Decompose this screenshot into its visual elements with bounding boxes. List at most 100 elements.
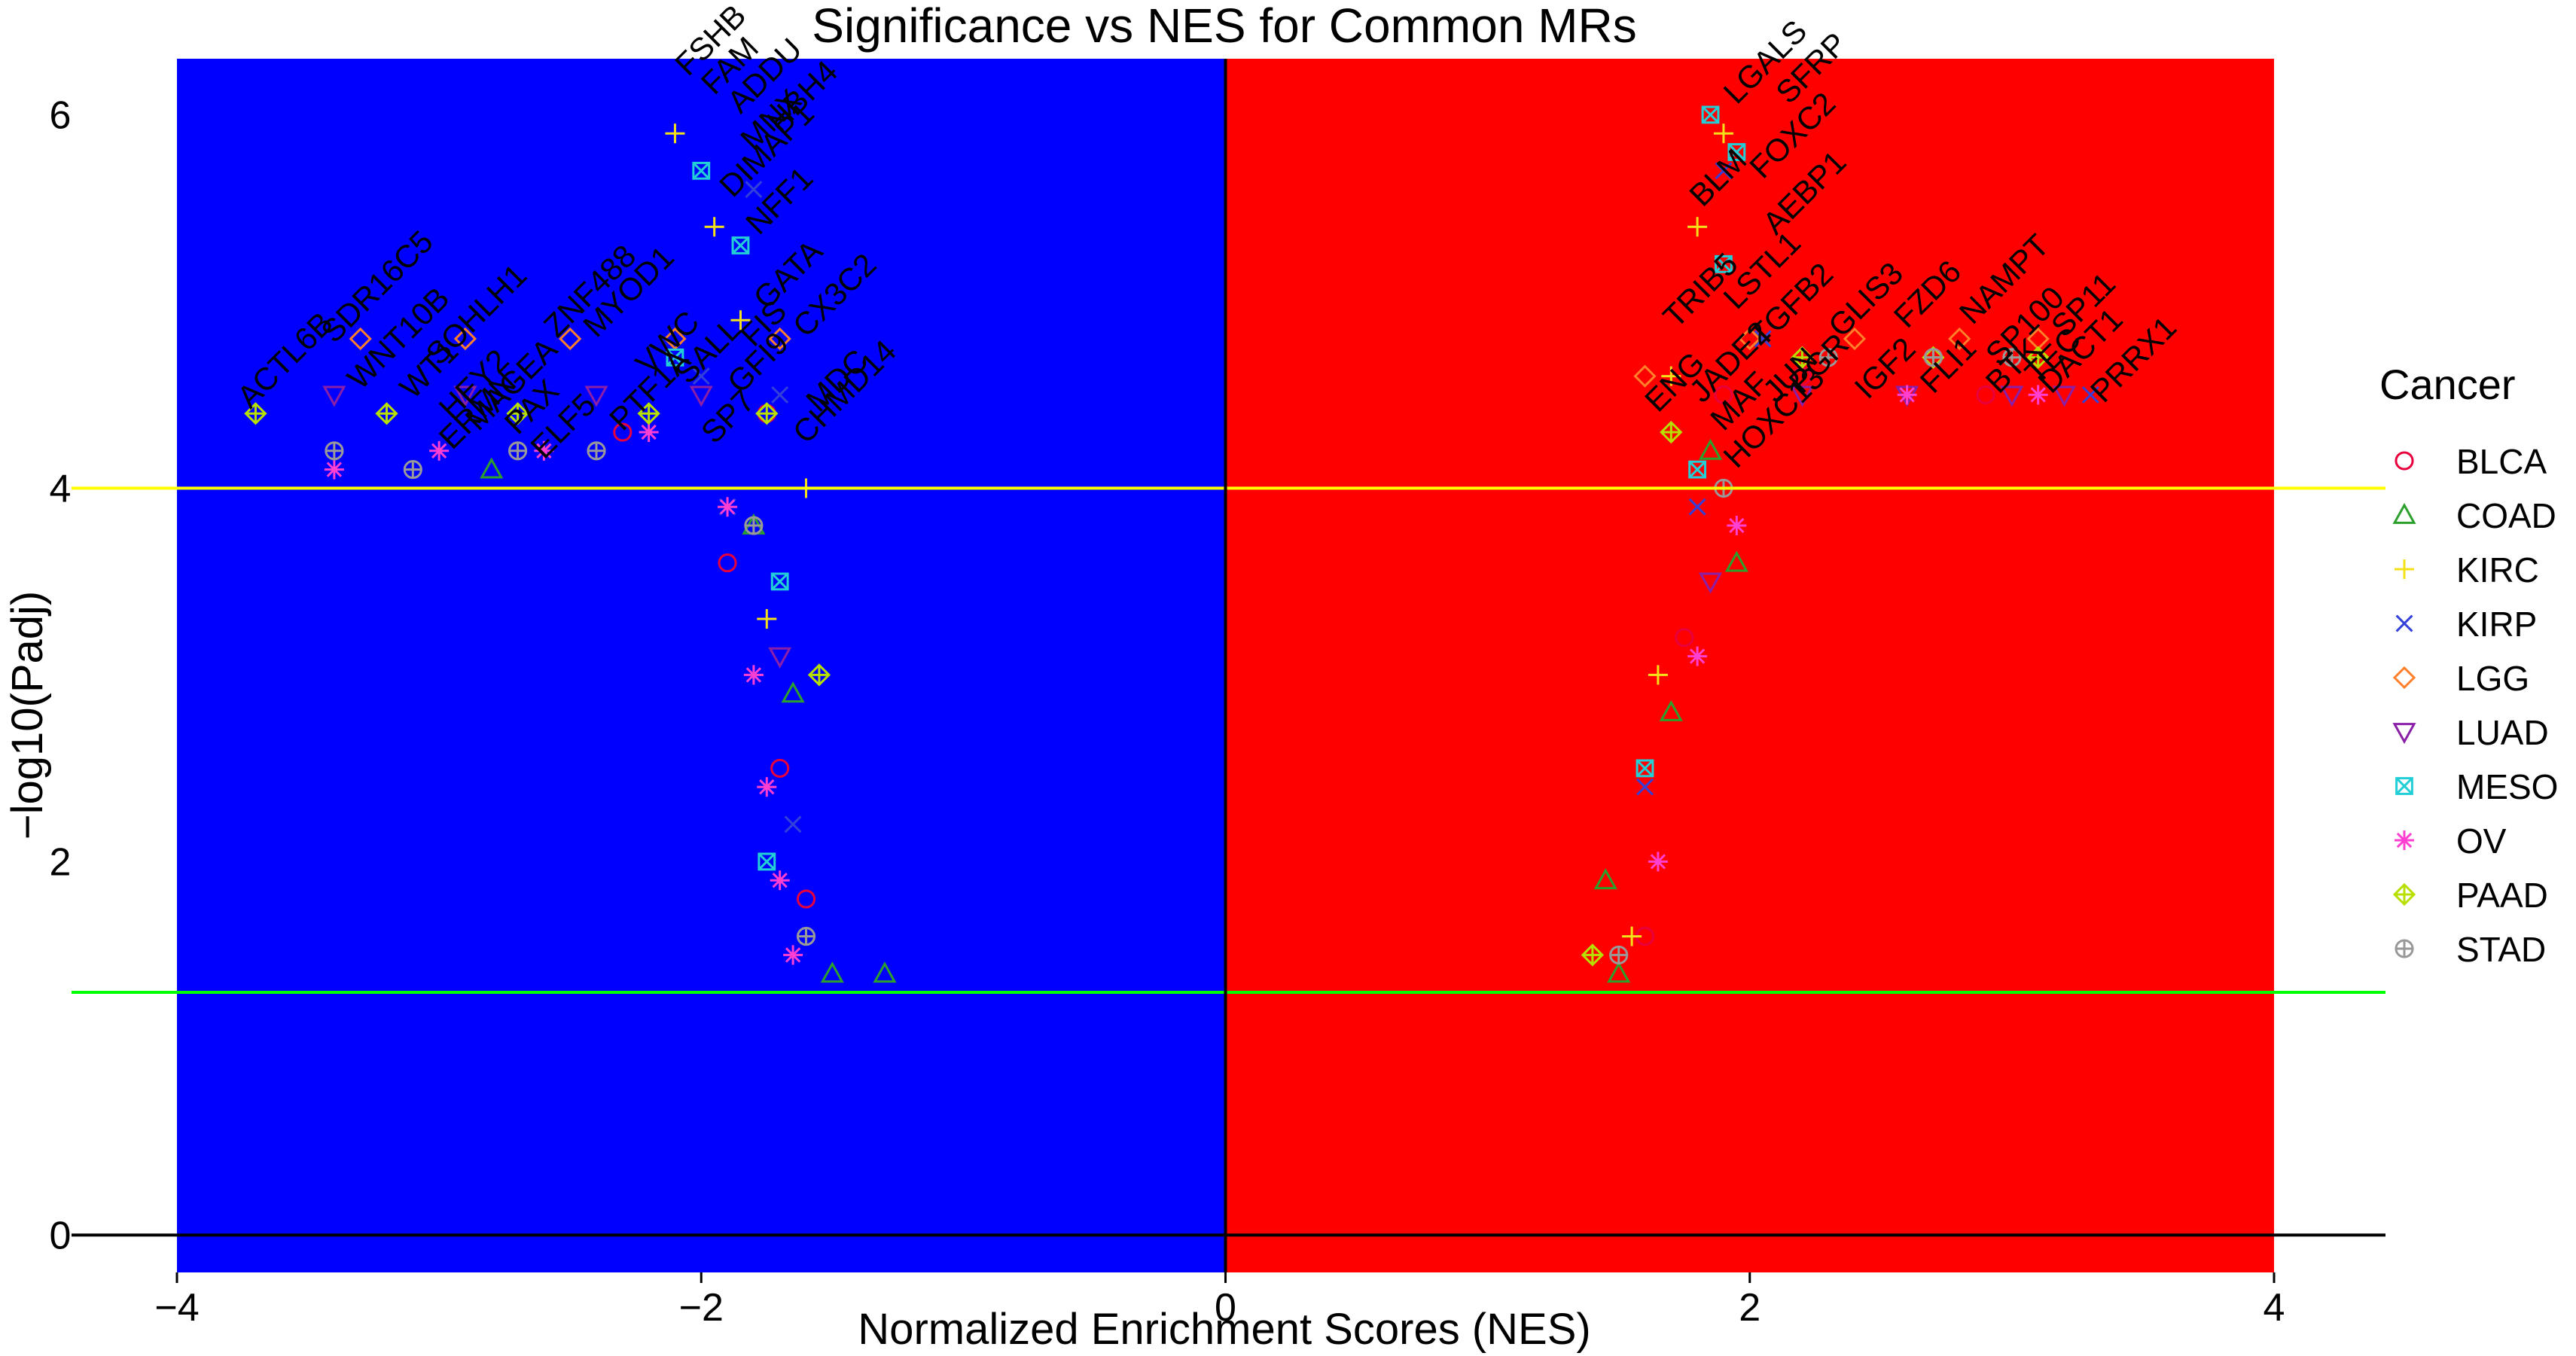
point-lgg-0 bbox=[349, 327, 372, 351]
legend-label-luad: LUAD bbox=[2456, 713, 2549, 752]
legend-label-ov: OV bbox=[2456, 821, 2507, 861]
point-ov-10 bbox=[1687, 646, 1708, 666]
point-paad-4 bbox=[755, 402, 779, 425]
point-meso-9 bbox=[1636, 759, 1654, 778]
point-kirc-5 bbox=[1713, 123, 1733, 144]
point-luad-8 bbox=[2000, 385, 2024, 407]
data-points bbox=[244, 105, 2099, 983]
point-meso-7 bbox=[1715, 254, 1733, 273]
point-stad-3 bbox=[587, 441, 606, 461]
point-kirp-1 bbox=[692, 367, 710, 385]
point-paad-3 bbox=[637, 402, 660, 425]
point-stad-2 bbox=[508, 441, 528, 461]
background-region-0 bbox=[177, 59, 1226, 1272]
point-paad-7 bbox=[1791, 346, 1814, 369]
point-ov-13 bbox=[2028, 385, 2048, 405]
point-stad-1 bbox=[403, 460, 422, 480]
x-tick-label-2: 0 bbox=[1215, 1286, 1236, 1330]
point-stad-5 bbox=[796, 927, 816, 946]
point-ov-9 bbox=[1727, 516, 1747, 535]
point-luad-1 bbox=[453, 385, 477, 407]
point-kirc-8 bbox=[1622, 926, 1642, 946]
point-blca-7 bbox=[1714, 385, 1733, 404]
y-tick-label-1: 2 bbox=[50, 840, 72, 884]
point-lgg-2 bbox=[559, 327, 582, 351]
legend-marker-ov bbox=[2395, 830, 2414, 850]
legend-marker-coad bbox=[2392, 502, 2416, 524]
point-coad-7 bbox=[1698, 438, 1723, 460]
point-luad-4 bbox=[768, 647, 792, 669]
point-blca-2 bbox=[718, 553, 737, 573]
point-kirc-7 bbox=[1661, 366, 1681, 386]
point-luad-9 bbox=[2052, 385, 2077, 407]
point-paad-2 bbox=[506, 402, 529, 425]
background-regions bbox=[177, 59, 2274, 1272]
point-kirp-9 bbox=[1636, 778, 1654, 796]
legend-marker-luad bbox=[2392, 723, 2416, 745]
point-lgg-6 bbox=[1738, 327, 1761, 351]
point-kirp-8 bbox=[2081, 385, 2099, 404]
point-blca-9 bbox=[1976, 385, 1995, 404]
point-ov-6 bbox=[757, 777, 777, 797]
legend-marker-kirc bbox=[2395, 559, 2414, 579]
point-coad-4 bbox=[873, 961, 897, 983]
point-lgg-8 bbox=[1948, 327, 1971, 351]
point-kirp-7 bbox=[1688, 498, 1706, 516]
point-coad-6 bbox=[1659, 699, 1683, 721]
x-tick-label-0: −4 bbox=[154, 1286, 199, 1330]
point-kirp-0 bbox=[745, 181, 763, 199]
point-ov-7 bbox=[770, 870, 790, 891]
point-stad-0 bbox=[325, 441, 344, 461]
legend-label-blca: BLCA bbox=[2456, 442, 2547, 481]
point-kirp-4 bbox=[784, 815, 802, 833]
point-coad-1 bbox=[820, 961, 844, 983]
point-paad-1 bbox=[375, 402, 398, 425]
point-luad-3 bbox=[689, 385, 713, 407]
point-kirc-0 bbox=[665, 123, 685, 144]
point-coad-2 bbox=[781, 681, 805, 703]
point-blca-3 bbox=[613, 422, 633, 442]
point-meso-8 bbox=[1688, 460, 1707, 479]
background-region-1 bbox=[1225, 59, 2274, 1272]
x-tick-label-1: −2 bbox=[679, 1286, 724, 1330]
point-luad-5 bbox=[1698, 572, 1723, 594]
x-axis-title: Normalized Enrichment Scores (NES) bbox=[858, 1305, 1590, 1354]
legend-marker-stad bbox=[2395, 939, 2414, 958]
point-meso-3 bbox=[770, 572, 789, 591]
legend-label-lgg: LGG bbox=[2456, 659, 2529, 698]
legend-marker-blca bbox=[2395, 451, 2414, 471]
point-luad-0 bbox=[322, 385, 346, 407]
point-ov-2 bbox=[534, 440, 554, 461]
point-kirc-6 bbox=[1687, 217, 1708, 237]
point-luad-2 bbox=[584, 385, 608, 407]
point-stad-9 bbox=[2002, 348, 2022, 367]
y-axis-title: −log10(Padj) bbox=[3, 591, 52, 840]
y-tick-label-0: 0 bbox=[50, 1214, 72, 1257]
point-kirc-4 bbox=[757, 609, 777, 629]
point-kirc-1 bbox=[704, 217, 724, 237]
chart-title: Significance vs NES for Common MRs bbox=[812, 0, 1636, 53]
point-luad-6 bbox=[1790, 385, 1814, 407]
point-kirp-5 bbox=[1715, 162, 1733, 180]
point-meso-4 bbox=[758, 852, 776, 871]
point-paad-6 bbox=[1660, 420, 1683, 444]
legend-title: Cancer bbox=[2379, 361, 2516, 408]
point-stad-7 bbox=[1818, 348, 1838, 367]
point-ov-5 bbox=[743, 665, 764, 685]
point-paad-9 bbox=[2026, 346, 2050, 369]
point-stad-10 bbox=[1609, 945, 1629, 964]
point-meso-6 bbox=[1727, 143, 1746, 161]
point-ov-8 bbox=[783, 945, 803, 965]
point-kirc-9 bbox=[1648, 665, 1668, 685]
point-blca-6 bbox=[1675, 628, 1694, 648]
point-ov-11 bbox=[1648, 852, 1668, 872]
point-blca-0 bbox=[770, 758, 790, 778]
legend-label-stad: STAD bbox=[2456, 930, 2546, 969]
point-coad-0 bbox=[480, 457, 504, 479]
point-paad-5 bbox=[807, 663, 831, 687]
point-meso-1 bbox=[731, 236, 750, 254]
reference-lines bbox=[72, 59, 2385, 1272]
point-kirp-6 bbox=[1754, 330, 1772, 348]
legend-marker-paad bbox=[2392, 882, 2416, 907]
legend-marker-lgg bbox=[2392, 666, 2416, 690]
